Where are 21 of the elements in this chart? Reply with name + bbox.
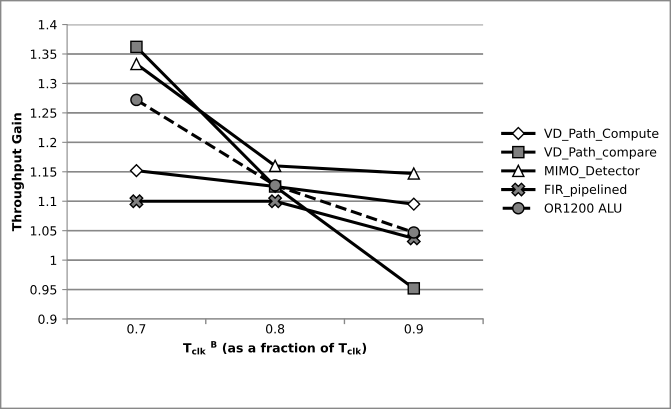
legend-label: OR1200 ALU xyxy=(544,203,622,213)
legend-label: VD_Path_compare xyxy=(544,147,656,160)
y-tick-label: 1.35 xyxy=(30,49,56,59)
y-tick-label: 0.95 xyxy=(30,285,56,294)
y-tick-label: 1.05 xyxy=(30,226,56,236)
y-tick-label: 1 xyxy=(50,256,56,265)
y-tick-label: 1.25 xyxy=(30,108,56,118)
x-tick-label: 0.7 xyxy=(127,324,146,334)
x-axis-title: T$_{clk}$ $^{B}$ (as a fraction of T$_{clk}$) xyxy=(183,341,366,355)
x-tick-label: 0.8 xyxy=(266,324,284,334)
y-tick-label: 1.4 xyxy=(38,20,57,30)
x-tick-label: 0.9 xyxy=(404,324,423,334)
y-tick-label: 1.2 xyxy=(38,138,56,148)
y-tick-label: 0.9 xyxy=(38,314,56,324)
legend-label: VD_Path_Compute xyxy=(544,128,658,141)
legend-label: MIMO_Detector xyxy=(545,166,640,178)
y-axis-title: Throughput Gain xyxy=(12,113,24,232)
legend-label: FIR_pipelined xyxy=(545,184,626,197)
y-tick-label: 1.3 xyxy=(38,78,56,88)
y-tick-label: 1.1 xyxy=(38,196,56,206)
y-tick-label: 1.15 xyxy=(30,167,56,177)
